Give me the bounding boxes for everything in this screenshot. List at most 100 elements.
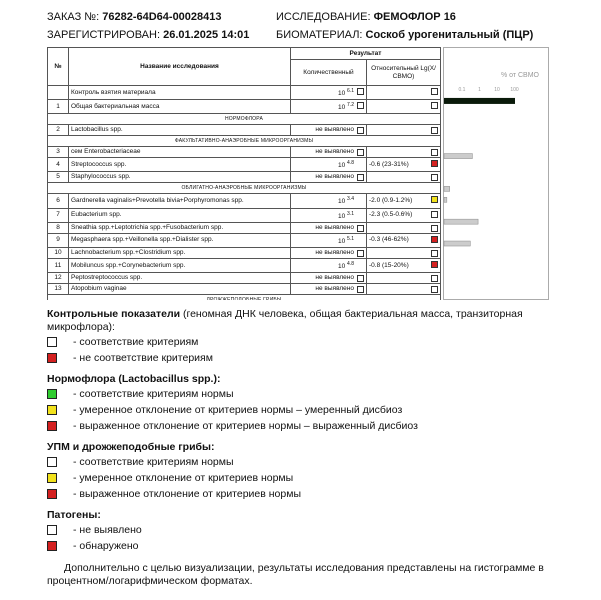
legend-group: УПМ и дрожжеподобные грибы: - соответстви… xyxy=(47,441,547,502)
status-box xyxy=(431,174,438,182)
status-box xyxy=(431,102,438,110)
group-title-bold: Нормофлора (Lactobacillus spp.): xyxy=(47,373,221,385)
tick-label: 10 xyxy=(494,87,500,93)
exponent: 3.1 xyxy=(347,210,354,217)
quantity-value: 10 xyxy=(338,237,346,245)
name: Eubacterium spp. xyxy=(68,207,291,223)
section-title: НОРМОФЛОРА xyxy=(47,113,441,126)
bar xyxy=(444,97,515,104)
relative-value: -0.3 (46-62%) xyxy=(369,236,409,244)
quantity: 10 4.8 xyxy=(290,257,367,274)
legend-item: - выраженное отклонение от критериев нор… xyxy=(47,486,547,502)
group-title-rest: (геномная ДНК человека, общая бактериаль… xyxy=(47,308,523,333)
row: 4 Streptococcus spp. 10 4.8 -0.6 (23-31%) xyxy=(47,157,441,173)
relative-value: -2.3 (0.5-0.6%) xyxy=(369,211,413,219)
row: ФАКУЛЬТАТИВНО-АНАЭРОБНЫЕ МИКРООРГАНИЗМЫ xyxy=(47,135,441,148)
relative: -0.6 (23-31%) xyxy=(366,157,441,173)
name: сем Enterobacteriaceae xyxy=(68,146,291,159)
label: ЗАКАЗ №: xyxy=(47,11,100,23)
relative xyxy=(366,221,441,234)
frame xyxy=(443,47,549,300)
relative xyxy=(366,272,441,285)
legend-item: - соответствие критериям нормы xyxy=(47,454,547,470)
status-box xyxy=(431,286,438,294)
num: 13 xyxy=(47,283,69,296)
quantity-value: 10 xyxy=(338,212,346,220)
value: ФЕМОФЛОР 16 xyxy=(373,11,456,23)
value: 26.01.2025 14:01 xyxy=(163,29,250,41)
group-title: Нормофлора (Lactobacillus spp.): xyxy=(47,373,547,386)
label: ИССЛЕДОВАНИЕ: xyxy=(276,11,371,23)
header-row: № Название исследования Результат xyxy=(47,47,441,86)
bar xyxy=(443,197,448,203)
status-box xyxy=(357,224,364,232)
legend-item: - умеренное отклонение от критериев норм… xyxy=(47,402,547,418)
quantity-value: не выявлено xyxy=(315,223,354,231)
footer-note: Дополнительно с целью визуализации, резу… xyxy=(47,562,544,587)
group-title: Контрольные показатели (геномная ДНК чел… xyxy=(47,308,547,334)
num: 6 xyxy=(47,193,69,209)
name: Streptococcus spp. xyxy=(68,157,291,173)
col-quantity: Количественный xyxy=(290,59,367,86)
status-box xyxy=(357,249,364,257)
status-box xyxy=(47,337,57,347)
quantity-value: 10 xyxy=(338,104,346,112)
legend-item: - не выявлено xyxy=(47,522,547,538)
row: 12 Peptostreptococcus spp. не выявлено xyxy=(47,272,441,285)
results-table: № Название исследования Результат Количеств… xyxy=(47,47,441,300)
row: 8 Sneathia spp.+Leptotrichia spp.+Fusobac… xyxy=(47,221,441,234)
quantity-value: не выявлено xyxy=(315,148,354,156)
value: Соскоб урогенитальный (ПЦР) xyxy=(365,29,534,41)
legend-text: - обнаружено xyxy=(73,540,139,552)
num: 3 xyxy=(47,146,69,159)
exponent: 5.1 xyxy=(347,235,354,242)
status-box xyxy=(47,405,57,415)
num xyxy=(47,84,69,101)
status-box xyxy=(357,149,364,157)
quantity-value: 10 xyxy=(338,162,346,170)
status-box xyxy=(431,275,438,283)
relative-value: -0.8 (15-20%) xyxy=(369,261,409,269)
status-box xyxy=(357,174,364,182)
quantity: 10 4.8 xyxy=(290,157,367,173)
row: 13 Atopobium vaginae не выявлено xyxy=(47,283,441,296)
name: Sneathia spp.+Leptotrichia spp.+Fusobact… xyxy=(68,221,291,234)
status-box xyxy=(431,235,438,243)
bar xyxy=(443,218,479,225)
row: ОБЛИГАТНО-АНАЭРОБНЫЕ МИКРООРГАНИЗМЫ xyxy=(47,182,441,195)
name: Staphylococcus spp. xyxy=(68,171,291,184)
name: Lachnobacterium spp.+Clostridium spp. xyxy=(68,246,291,259)
status-box xyxy=(357,127,364,135)
status-box xyxy=(357,102,364,110)
num: 11 xyxy=(47,257,69,274)
row: 9 Megasphaera spp.+Veillonella spp.+Diali… xyxy=(47,232,441,248)
status-box xyxy=(431,196,438,204)
row: 10 Lachnobacterium spp.+Clostridium spp. н… xyxy=(47,246,441,259)
legend-text: - выраженное отклонение от критериев нор… xyxy=(73,420,418,432)
relative xyxy=(366,283,441,296)
group-title: Патогены: xyxy=(47,509,547,522)
relative xyxy=(366,171,441,184)
group-title-bold: Патогены: xyxy=(47,509,101,521)
row: 1 Общая бактериальная масса 10 7.2 xyxy=(47,99,441,115)
quantity-value: не выявлено xyxy=(315,274,354,282)
col-result: Результат xyxy=(290,47,441,60)
num: 8 xyxy=(47,221,69,234)
row: 3 сем Enterobacteriaceae не выявлено xyxy=(47,146,441,159)
row: Контроль взятия материала 10 6.1 xyxy=(47,84,441,101)
col-name: Название исследования xyxy=(68,47,291,86)
status-box xyxy=(47,421,57,431)
row: 5 Staphylococcus spp. не выявлено xyxy=(47,171,441,184)
quantity-value: не выявлено xyxy=(315,126,354,134)
legend-text: - соответствие критериям нормы xyxy=(73,456,234,468)
relative xyxy=(366,84,441,101)
name: Контроль взятия материала xyxy=(68,84,291,101)
status-box xyxy=(47,389,57,399)
col-relative: Относительный Lg(X/СВМО) xyxy=(366,59,441,86)
name: Megasphaera spp.+Veillonella spp.+Dialis… xyxy=(68,232,291,248)
histogram: % от СВМО 0.1 1 10 100 xyxy=(443,47,549,300)
status-box xyxy=(431,210,438,218)
legend-text: - не соответствие критериям xyxy=(73,352,213,364)
status-box xyxy=(357,286,364,294)
